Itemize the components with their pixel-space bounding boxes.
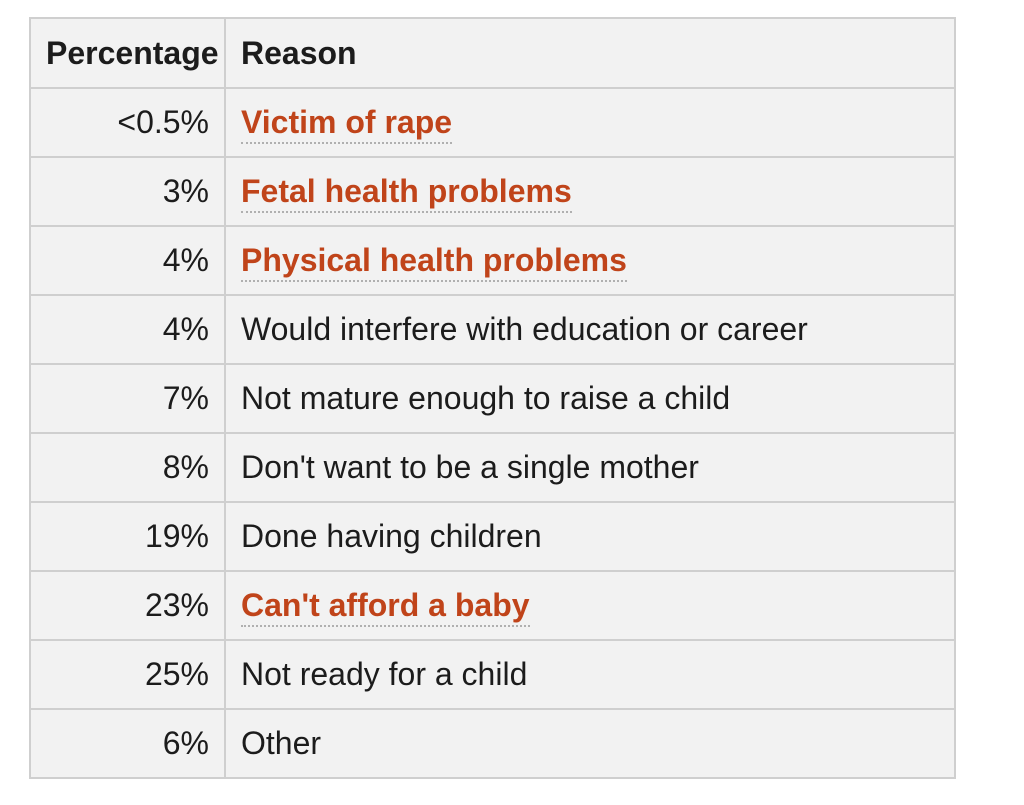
- percentage-cell: 19%: [29, 501, 226, 572]
- percentage-cell: 4%: [29, 294, 226, 365]
- reason-cell: Victim of rape: [224, 87, 956, 158]
- reasons-table-container: Percentage Reason <0.5% Victim of rape 3…: [29, 17, 956, 779]
- reason-link-fetal-health-problems[interactable]: Fetal health problems: [241, 173, 572, 213]
- table-row: 4% Would interfere with education or car…: [29, 294, 956, 365]
- table-row: 6% Other: [29, 708, 956, 779]
- table-row: 3% Fetal health problems: [29, 156, 956, 227]
- percentage-cell: 4%: [29, 225, 226, 296]
- table-row: 23% Can't afford a baby: [29, 570, 956, 641]
- table-row: 4% Physical health problems: [29, 225, 956, 296]
- table-row: 7% Not mature enough to raise a child: [29, 363, 956, 434]
- percentage-cell: 3%: [29, 156, 226, 227]
- reasons-table: Percentage Reason <0.5% Victim of rape 3…: [29, 17, 956, 779]
- table-header-row: Percentage Reason: [29, 17, 956, 89]
- percentage-cell: 6%: [29, 708, 226, 779]
- reason-cell: Don't want to be a single mother: [224, 432, 956, 503]
- table-row: <0.5% Victim of rape: [29, 87, 956, 158]
- reason-cell: Physical health problems: [224, 225, 956, 296]
- table-row: 19% Done having children: [29, 501, 956, 572]
- reason-cell: Fetal health problems: [224, 156, 956, 227]
- reason-cell: Can't afford a baby: [224, 570, 956, 641]
- reason-cell: Would interfere with education or career: [224, 294, 956, 365]
- percentage-cell: 23%: [29, 570, 226, 641]
- reason-link-cant-afford-a-baby[interactable]: Can't afford a baby: [241, 587, 530, 627]
- header-percentage: Percentage: [29, 17, 226, 89]
- percentage-cell: 8%: [29, 432, 226, 503]
- reason-link-physical-health-problems[interactable]: Physical health problems: [241, 242, 627, 282]
- table-row: 8% Don't want to be a single mother: [29, 432, 956, 503]
- reason-link-victim-of-rape[interactable]: Victim of rape: [241, 104, 453, 144]
- reason-cell: Done having children: [224, 501, 956, 572]
- table-row: 25% Not ready for a child: [29, 639, 956, 710]
- percentage-cell: <0.5%: [29, 87, 226, 158]
- reason-cell: Not ready for a child: [224, 639, 956, 710]
- header-reason: Reason: [224, 17, 956, 89]
- percentage-cell: 25%: [29, 639, 226, 710]
- reason-cell: Other: [224, 708, 956, 779]
- percentage-cell: 7%: [29, 363, 226, 434]
- reason-cell: Not mature enough to raise a child: [224, 363, 956, 434]
